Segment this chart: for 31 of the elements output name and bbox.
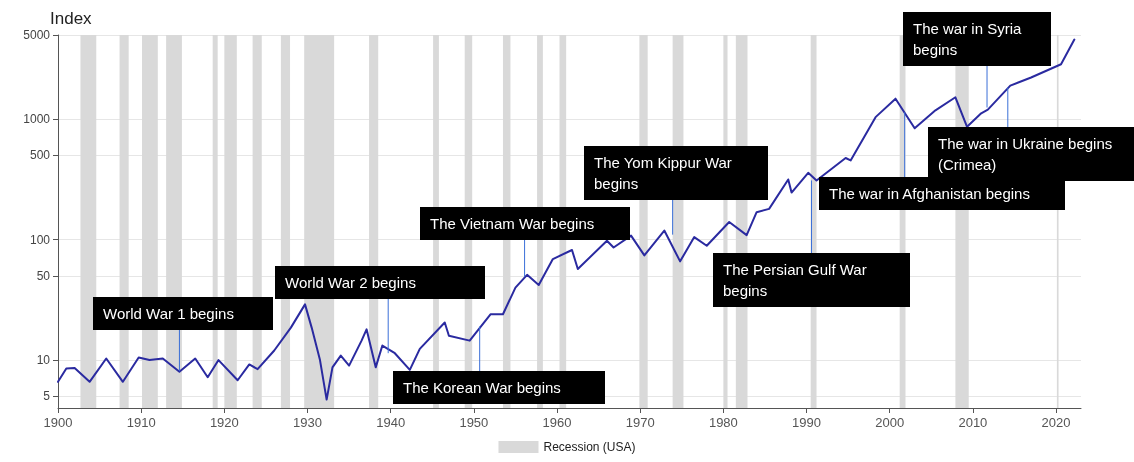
callout-box: The war in Ukraine begins (Crimea) (928, 127, 1134, 181)
callout-box: The war in Afghanistan begins (819, 177, 1065, 210)
x-tick-label: 1940 (376, 415, 406, 430)
y-axis-title: Index (50, 9, 93, 28)
x-tick-label: 1950 (459, 415, 489, 430)
x-tick-label: 2010 (958, 415, 988, 430)
y-tick-label: 1000 (23, 112, 51, 127)
y-tick-label: 50 (36, 268, 51, 283)
callout-box: World War 1 begins (93, 297, 273, 330)
x-tick-label: 2020 (1041, 415, 1071, 430)
x-tick-label: 1960 (542, 415, 572, 430)
callout-box: The Persian Gulf War begins (713, 253, 910, 307)
callout-box: World War 2 begins (275, 266, 485, 299)
y-tick-label: 100 (29, 232, 51, 247)
callout-box: The Vietnam War begins (420, 207, 630, 240)
x-tick-label: 1930 (293, 415, 322, 430)
x-tick-label: 1920 (209, 415, 239, 430)
x-tick-label: 1980 (708, 415, 738, 430)
x-tick-label: 1970 (625, 415, 655, 430)
y-tick-label: 500 (29, 148, 51, 163)
x-tick-label: 1910 (126, 415, 156, 430)
y-tick-label: 10 (36, 353, 51, 368)
x-tick-label: 2000 (875, 415, 905, 430)
callout-box: The Yom Kippur War begins (584, 146, 768, 200)
y-tick-label: 5000 (23, 28, 51, 42)
callout-box: The war in Syria begins (903, 12, 1051, 66)
x-tick-label: 1900 (43, 415, 73, 430)
y-tick-label: 5 (43, 389, 51, 404)
callout-box: The Korean War begins (393, 371, 605, 404)
legend-label: Recession (USA) (543, 440, 636, 454)
x-tick-label: 1990 (792, 415, 821, 430)
